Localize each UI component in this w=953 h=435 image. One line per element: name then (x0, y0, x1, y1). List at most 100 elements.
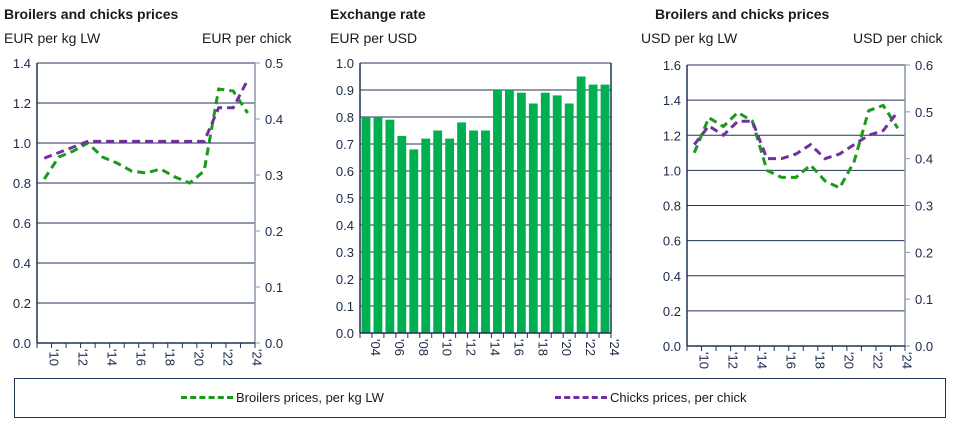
chart3-xtick: '20 (842, 352, 857, 369)
chart3-y2tick: 0.4 (915, 152, 933, 167)
chart2-ytick: 0.2 (336, 272, 354, 287)
legend-chicks-swatch (555, 396, 607, 399)
chart2-bar-2010 (433, 130, 443, 333)
chart2-bar-2014 (481, 130, 490, 333)
chart2-ytick: 0.1 (336, 299, 354, 314)
chart1-y2label: EUR per chick (202, 30, 292, 46)
chart3-ytick: 0.8 (663, 199, 681, 214)
chart2-bar-2007 (397, 135, 407, 333)
chart2-bar-2018 (528, 103, 538, 333)
chart2-xtick: '24 (607, 339, 622, 356)
chart3-y2tick: 0.0 (915, 339, 933, 354)
chart1-ytick: 0.4 (13, 256, 31, 271)
chart2-ytick: 0.9 (336, 83, 354, 98)
chart3-ytick: 0.2 (663, 304, 681, 319)
chart1-y2tick: 0.3 (265, 168, 283, 183)
chart3-y2tick: 0.5 (915, 105, 933, 120)
chart3-series-broilers (692, 103, 899, 190)
chart2-xtick: '20 (559, 339, 574, 356)
chart1-xtick: '14 (104, 349, 119, 366)
chart1-ylabel: EUR per kg LW (4, 30, 101, 46)
chart2-bar-2012 (457, 122, 467, 334)
chart2-xtick: '14 (488, 339, 503, 356)
chart3-xtick: '24 (900, 352, 915, 369)
chart3-y2tick: 0.3 (915, 199, 933, 214)
chart1-ytick: 1.2 (13, 96, 31, 111)
chart3-title: Broilers and chicks prices (655, 6, 830, 22)
chart1-series-chicks (43, 79, 250, 160)
chart3-ytick: 1.4 (663, 93, 681, 108)
chart2-ytick: 0.8 (336, 110, 354, 125)
chart1-xtick: '10 (46, 349, 61, 366)
chart2-ytick: 0.4 (336, 218, 354, 233)
chart2-bar-2015 (493, 90, 502, 333)
chart1-xtick: '22 (221, 349, 236, 366)
chart3-y2label: USD per chick (853, 30, 943, 46)
chart1-xtick: '12 (75, 349, 90, 366)
chart3-xtick: '16 (783, 352, 798, 369)
chart3-xtick: '18 (813, 352, 828, 369)
chart2-bar-2024 (600, 84, 610, 333)
chart2-bar-2022 (576, 76, 586, 333)
chart3-y2tick: 0.1 (915, 292, 933, 307)
chart2-ytick: 0.0 (336, 326, 354, 341)
chart1-y2tick: 0.5 (265, 56, 283, 71)
chart1-y2tick: 0.1 (265, 280, 283, 295)
chart1-ytick: 0.0 (13, 336, 31, 351)
chart2-xtick: '10 (440, 339, 455, 356)
chart1-title: Broilers and chicks prices (4, 6, 179, 22)
chart2-ytick: 0.3 (336, 245, 354, 260)
chart1-xtick: '18 (163, 349, 178, 366)
chart2-xtick: '22 (583, 339, 598, 356)
chart2-xtick: '06 (392, 339, 407, 356)
chart2-bar-2008 (409, 149, 419, 333)
chart2-bar-2019 (540, 92, 550, 333)
chart2-ytick: 0.5 (336, 191, 354, 206)
charts-canvas: 0.0 0.2 0.4 0.6 0.8 1.0 1.2 1.4 0.0 0.1 0.2 0.3 0.4 0… (13, 56, 933, 369)
chart2-bar-2013 (469, 130, 478, 333)
chart2-bar-2023 (588, 84, 598, 333)
legend-broilers: Broilers prices, per kg LW (181, 390, 384, 405)
chart3-ytick: 1.2 (663, 128, 681, 143)
chart2-bar-2009 (421, 138, 431, 333)
chart3-ylabel: USD per kg LW (641, 30, 738, 46)
chart2-xtick: '18 (535, 339, 550, 356)
chart2-bar-2016 (504, 90, 514, 333)
chart1-ytick: 0.2 (13, 296, 31, 311)
chart2-xtick: '08 (416, 339, 431, 356)
chart3-y2tick: 0.2 (915, 245, 933, 260)
chart2-bar-2006 (385, 119, 395, 333)
chart1-ytick: 1.0 (13, 136, 31, 151)
chart1-y2tick: 0.4 (265, 112, 283, 127)
legend-broilers-label: Broilers prices, per kg LW (236, 390, 384, 405)
chart2-bar-2020 (552, 95, 562, 334)
chart1-y2tick: 0.2 (265, 224, 283, 239)
chart2-bar-2005 (373, 117, 383, 333)
chart3-xtick: '22 (871, 352, 886, 369)
legend: Broilers prices, per kg LW Chicks prices… (14, 378, 946, 418)
chart3-ytick: 0.4 (663, 269, 681, 284)
legend-chicks: Chicks prices, per chick (555, 390, 747, 405)
chart3-y2tick: 0.6 (915, 58, 933, 73)
chart1-xtick: '20 (192, 349, 207, 366)
chart2-ytick: 0.6 (336, 164, 354, 179)
chart1-y2tick: 0.0 (265, 336, 283, 351)
chart2-ytick: 0.7 (336, 137, 354, 152)
chart1-xtick: '16 (133, 349, 148, 366)
chart2-ylabel: EUR per USD (330, 30, 418, 46)
chart3-xtick: '14 (754, 352, 769, 369)
legend-chicks-label: Chicks prices, per chick (610, 390, 747, 405)
legend-broilers-swatch (181, 396, 233, 399)
chart3-xtick: '10 (696, 352, 711, 369)
chart3-ytick: 1.6 (663, 58, 681, 73)
chart1-ytick: 0.6 (13, 216, 31, 231)
chart2-bar-2017 (516, 92, 526, 333)
chart2-xtick: '04 (368, 339, 383, 356)
chart2-xtick: '12 (464, 339, 479, 356)
chart3-ytick: 0.6 (663, 234, 681, 249)
chart1-ytick: 0.8 (13, 176, 31, 191)
chart2-bar-2021 (564, 103, 574, 333)
chart2-title: Exchange rate (330, 6, 426, 22)
chart3-xtick: '12 (725, 352, 740, 369)
chart2-bar-2011 (445, 138, 455, 333)
